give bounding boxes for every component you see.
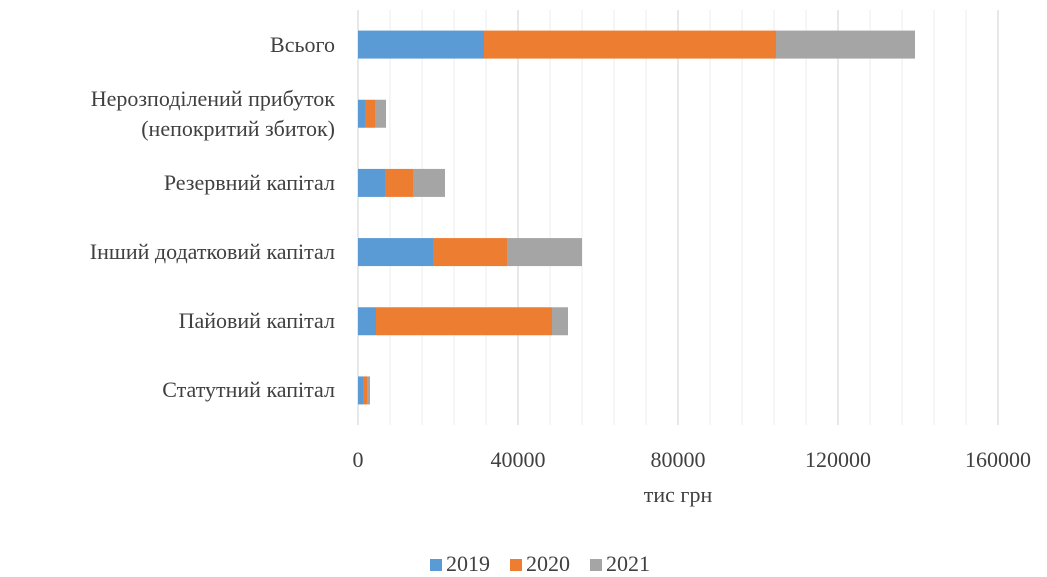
bar-segment — [552, 307, 568, 336]
y-tick-label: Інший додатковий капітал — [89, 239, 335, 265]
bar-segment — [358, 168, 385, 197]
y-tick-label: Всього — [270, 31, 335, 57]
y-tick-label: Резервний капітал — [163, 169, 335, 195]
bar-segment — [358, 238, 433, 267]
bar-segment — [484, 30, 776, 59]
legend-swatch — [430, 559, 442, 571]
bar-segment — [358, 376, 363, 405]
bar-segment — [433, 238, 507, 267]
bar-segment — [776, 30, 915, 59]
legend-label: 2021 — [606, 551, 650, 576]
x-tick-label: 80000 — [651, 447, 706, 472]
bar-segment — [376, 307, 552, 336]
x-tick-label: 0 — [353, 447, 364, 472]
y-tick-label: Нерозподілений прибуток (непокритий збит… — [90, 85, 335, 141]
bar-segment — [365, 99, 375, 128]
legend-label: 2020 — [526, 551, 570, 576]
bar-segment — [413, 168, 445, 197]
x-tick-label: 120000 — [805, 447, 871, 472]
bar-segment — [367, 376, 370, 405]
legend-swatch — [510, 559, 522, 571]
y-tick-label: Пайовий капітал — [178, 308, 335, 334]
bar-segment — [385, 168, 413, 197]
bar-segment — [507, 238, 582, 267]
bar-segment — [358, 30, 484, 59]
x-axis-title: тис грн — [644, 482, 713, 507]
legend-swatch — [590, 559, 602, 571]
bar-segment — [363, 376, 367, 405]
y-tick-label: Статутний капітал — [162, 377, 335, 403]
bar-segment — [358, 99, 365, 128]
legend-label: 2019 — [446, 551, 490, 576]
bar-segment — [375, 99, 386, 128]
x-tick-label: 160000 — [965, 447, 1031, 472]
bar-segment — [358, 307, 376, 336]
x-tick-label: 40000 — [491, 447, 546, 472]
